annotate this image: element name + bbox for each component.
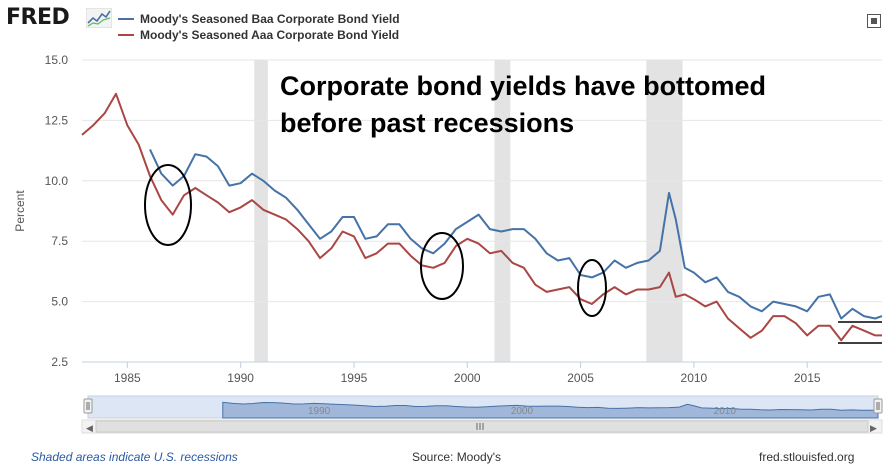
scroll-left-icon[interactable]: ◀ — [86, 424, 93, 434]
y-axis-title: Percent — [13, 190, 27, 232]
recession-band-1 — [494, 60, 511, 362]
chart-graph-icon — [86, 8, 112, 28]
y-tick-label: 5.0 — [51, 295, 68, 309]
line-chart: 15.0 12.5 10.0 7.5 5.0 2.5 1985 1990 1995 2000 200… — [13, 53, 883, 434]
series-line-baa[interactable] — [149, 148, 883, 320]
recession-band-2 — [646, 60, 683, 362]
navigator-label: 2010 — [714, 406, 737, 417]
x-tick-label: 1985 — [114, 371, 141, 385]
y-tick-label: 12.5 — [45, 113, 69, 127]
navigator-handle-right[interactable] — [873, 398, 883, 414]
navigator-label: 1990 — [308, 406, 331, 417]
navigator-handle-left[interactable] — [83, 398, 93, 414]
annotation-text-line1: Corporate bond yields have bottomed — [280, 71, 766, 101]
annotation-circle-0 — [144, 164, 192, 246]
y-tick-label: 15.0 — [45, 53, 69, 67]
annotation-circle-2 — [577, 259, 607, 317]
x-tick-label: 2015 — [794, 371, 821, 385]
x-tick-label: 2000 — [454, 371, 481, 385]
legend-label-aaa: Moody's Seasoned Aaa Corporate Bond Yiel… — [140, 28, 400, 42]
scroll-right-icon[interactable]: ▶ — [870, 424, 877, 434]
y-tick-label: 2.5 — [51, 355, 68, 369]
series-line-aaa[interactable] — [81, 92, 882, 342]
recession-note: Shaded areas indicate U.S. recessions — [31, 450, 238, 464]
legend-label-baa: Moody's Seasoned Baa Corporate Bond Yiel… — [140, 12, 400, 26]
navigator-series — [222, 401, 879, 419]
legend-item-baa[interactable]: Moody's Seasoned Baa Corporate Bond Yiel… — [118, 11, 400, 27]
annotation-text-line2: before past recessions — [280, 108, 574, 138]
x-tick-label: 1990 — [227, 371, 254, 385]
scrollbar-thumb[interactable] — [95, 420, 869, 433]
x-tick-label: 2010 — [681, 371, 708, 385]
y-tick-label: 7.5 — [51, 234, 68, 248]
chart-legend: Moody's Seasoned Baa Corporate Bond Yiel… — [118, 11, 400, 43]
legend-swatch-baa — [118, 18, 134, 20]
legend-item-aaa[interactable]: Moody's Seasoned Aaa Corporate Bond Yiel… — [118, 27, 400, 43]
source-label: Source: Moody's — [412, 450, 501, 464]
y-tick-label: 10.0 — [45, 174, 69, 188]
legend-swatch-aaa — [118, 34, 134, 36]
annotation-circle-1 — [420, 232, 464, 300]
navigator-label: 2000 — [511, 406, 534, 417]
site-link[interactable]: fred.stlouisfed.org — [759, 450, 855, 464]
fred-logo[interactable]: FRED — [6, 5, 70, 30]
fullscreen-icon[interactable] — [867, 14, 881, 28]
recession-band-0 — [254, 60, 268, 362]
x-tick-label: 1995 — [341, 371, 368, 385]
x-tick-label: 2005 — [567, 371, 594, 385]
